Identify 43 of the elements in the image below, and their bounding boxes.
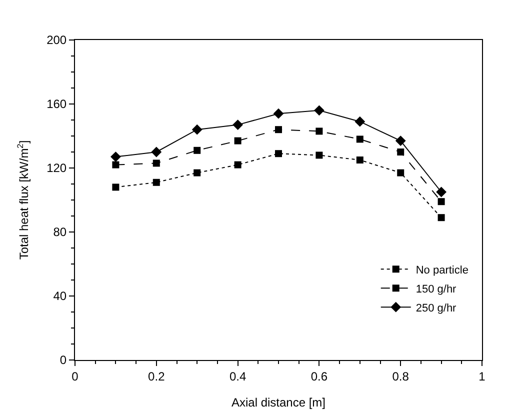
legend-label: No particle (416, 264, 468, 276)
point (273, 108, 284, 119)
x-tick-label: 1 (478, 369, 486, 384)
y-tick-label: 40 (53, 289, 67, 304)
point (275, 150, 282, 158)
point (275, 126, 282, 134)
point (356, 136, 364, 143)
point (194, 146, 201, 154)
point (356, 156, 364, 164)
point (232, 120, 243, 130)
point (110, 152, 121, 162)
legend-label: 150 g/hr (416, 283, 457, 296)
point (314, 105, 324, 116)
point (354, 116, 366, 127)
point (234, 137, 242, 144)
legend-label: 250 g/hr (416, 302, 457, 314)
y-tick-label: 120 (46, 161, 67, 176)
point (112, 161, 120, 168)
x-axis-title: Axial distance [m] (231, 395, 326, 410)
point (194, 169, 201, 176)
point (151, 146, 162, 158)
point (438, 214, 445, 222)
x-tick-label: 0.8 (392, 369, 410, 384)
point (152, 178, 160, 186)
x-tick-label: 0 (72, 369, 79, 384)
y-tick-label: 200 (46, 33, 67, 48)
x-tick-label: 0.6 (310, 369, 328, 384)
y-tick-label: 160 (46, 97, 67, 112)
point (316, 128, 323, 135)
point (397, 148, 404, 156)
point (395, 136, 406, 146)
point (192, 124, 202, 135)
x-tick-label: 0.2 (148, 369, 166, 384)
x-tick-label: 0.4 (229, 369, 246, 384)
point (112, 184, 120, 191)
point (436, 186, 446, 198)
point (316, 152, 323, 159)
y-tick-label: 80 (53, 225, 67, 240)
point (234, 161, 242, 168)
point (397, 169, 404, 176)
point (152, 160, 160, 167)
point (438, 198, 445, 206)
y-tick-label: 0 (60, 353, 67, 368)
